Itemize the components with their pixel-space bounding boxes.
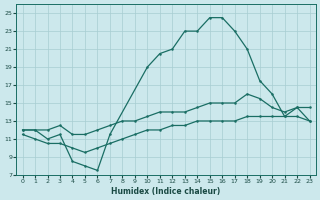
X-axis label: Humidex (Indice chaleur): Humidex (Indice chaleur)	[111, 187, 221, 196]
